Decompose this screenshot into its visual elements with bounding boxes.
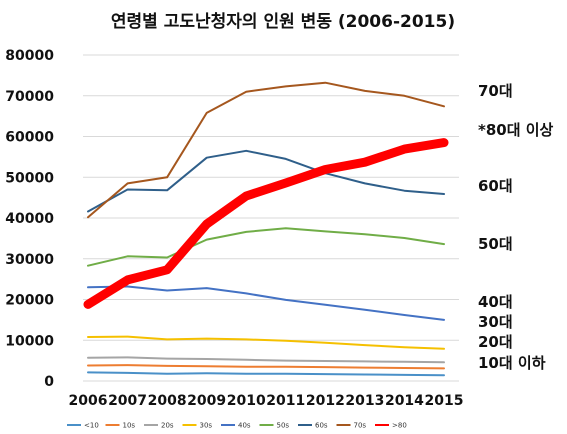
annotation-50s: 50대 (478, 235, 513, 253)
chart-title: 연령별 고도난청자의 인원 변동 (2006-2015) (111, 11, 455, 32)
x-tick-label: 2009 (187, 393, 226, 409)
legend: <10 10s 20s 30s 40s 50s 60s 70s >80 (67, 422, 407, 430)
y-tick-label: 70000 (5, 89, 54, 105)
annotation-80-plus: *80대 이상 (478, 121, 554, 139)
series-line-7 (87, 81, 445, 219)
annotation-40s: 40대 (478, 293, 513, 311)
gridlines (83, 54, 459, 382)
series-line-8 (83, 138, 449, 309)
y-axis-ticks: 0 10000 20000 30000 40000 50000 60000 70000 8000… (5, 48, 54, 390)
legend-label: <10 (84, 422, 99, 430)
legend-label: 20s (161, 422, 174, 430)
x-tick-label: 2015 (425, 393, 464, 409)
y-tick-label: 50000 (5, 170, 54, 186)
x-tick-label: 2006 (69, 393, 108, 409)
y-tick-label: 20000 (5, 293, 54, 309)
series-line-4 (87, 285, 445, 321)
annotation-70s: 70대 (478, 82, 513, 100)
y-tick-label: 40000 (5, 211, 54, 227)
series-lines (83, 81, 449, 377)
y-tick-label: 60000 (5, 130, 54, 146)
series-line-5 (87, 227, 445, 267)
series-line-2 (87, 356, 445, 364)
x-tick-label: 2014 (385, 393, 424, 409)
x-tick-label: 2012 (306, 393, 345, 409)
legend-label: 70s (354, 422, 367, 430)
series-line-1 (87, 364, 445, 370)
y-tick-label: 10000 (5, 333, 54, 349)
series-line-6 (87, 149, 445, 213)
legend-label: >80 (392, 422, 407, 430)
x-tick-label: 2008 (148, 393, 187, 409)
legend-label: 50s (277, 422, 290, 430)
x-tick-label: 2011 (266, 393, 305, 409)
legend-label: 10s (123, 422, 136, 430)
annotation-20s: 20대 (478, 333, 513, 351)
annotation-60s: 60대 (478, 177, 513, 195)
y-tick-label: 0 (44, 374, 54, 390)
series-line-3 (87, 335, 445, 350)
y-tick-label: 80000 (5, 48, 54, 64)
x-tick-label: 2013 (345, 393, 384, 409)
x-tick-label: 2010 (227, 393, 266, 409)
annotation-under-10s: 10대 이하 (478, 354, 546, 372)
x-tick-label: 2007 (108, 393, 147, 409)
legend-label: 30s (200, 422, 213, 430)
series-line-0 (87, 371, 445, 377)
y-tick-label: 30000 (5, 252, 54, 268)
legend-label: 40s (238, 422, 251, 430)
legend-label: 60s (315, 422, 328, 430)
x-axis-ticks: 2006 2007 2008 2009 2010 2011 2012 2013 2014 2015 (69, 393, 464, 409)
annotation-30s: 30대 (478, 313, 513, 331)
